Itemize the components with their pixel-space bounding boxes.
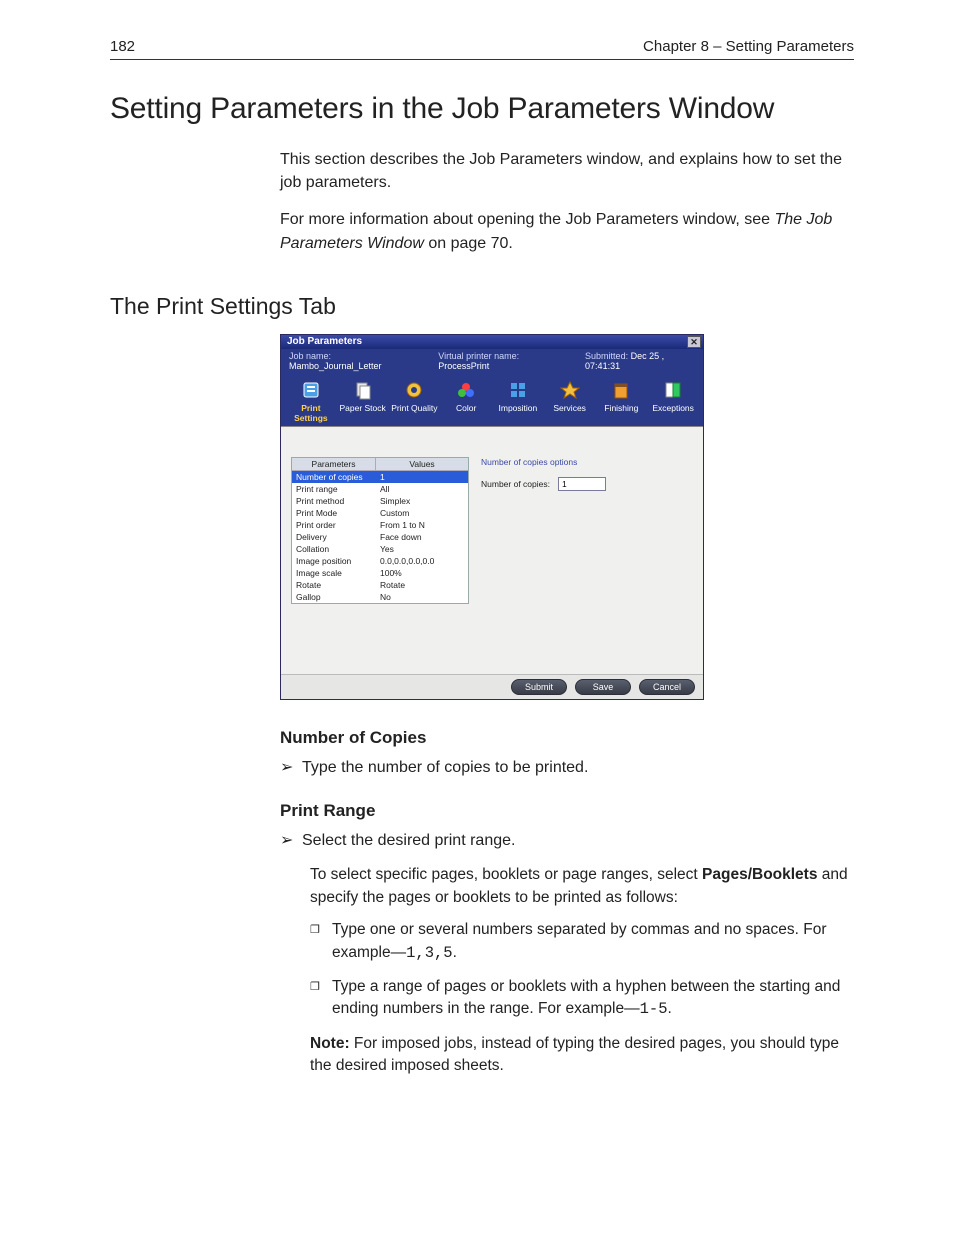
print-quality-icon <box>402 379 426 401</box>
tab-services[interactable]: Services <box>544 377 596 426</box>
window-title: Job Parameters <box>287 336 362 347</box>
tab-paper-stock[interactable]: Paper Stock <box>337 377 389 426</box>
tab-print-settings[interactable]: Print Settings <box>285 377 337 426</box>
param-value: 100% <box>376 567 468 579</box>
param-value: Yes <box>376 543 468 555</box>
table-row[interactable]: Print methodSimplex <box>292 495 468 507</box>
submitted-label: Submitted: <box>585 351 628 361</box>
table-row[interactable]: Print ModeCustom <box>292 507 468 519</box>
page-number: 182 <box>110 38 135 55</box>
chapter-label: Chapter 8 – Setting Parameters <box>643 38 854 55</box>
copies-field-label: Number of copies: <box>481 479 550 489</box>
arrow-bullet-icon: ➢ <box>280 829 302 852</box>
window-info-bar: Job name: Mambo_Journal_Letter Virtual p… <box>281 349 703 373</box>
options-header: Number of copies options <box>481 457 693 467</box>
table-row[interactable]: CollationYes <box>292 543 468 555</box>
intro-paragraph-2: For more information about opening the J… <box>280 208 854 254</box>
window-titlebar: Job Parameters ✕ <box>281 335 703 349</box>
save-button[interactable]: Save <box>575 679 631 695</box>
job-name-label: Job name: <box>289 351 331 361</box>
tab-label: Exceptions <box>647 403 699 413</box>
tab-label: Paper Stock <box>337 403 389 413</box>
lead-paragraph: To select specific pages, booklets or pa… <box>310 864 854 909</box>
param-value: Rotate <box>376 579 468 591</box>
running-header: 182 Chapter 8 – Setting Parameters <box>110 38 854 60</box>
tab-exceptions[interactable]: Exceptions <box>647 377 699 426</box>
job-parameters-window-screenshot: Job Parameters ✕ Job name: Mambo_Journal… <box>280 334 854 700</box>
square-bullet-icon: ❐ <box>310 976 332 1021</box>
finishing-icon <box>609 379 633 401</box>
tab-imposition[interactable]: Imposition <box>492 377 544 426</box>
param-value: From 1 to N <box>376 519 468 531</box>
step-item: ➢ Select the desired print range. <box>280 829 854 852</box>
color-icon <box>454 379 478 401</box>
tab-label: Color <box>440 403 492 413</box>
copies-input[interactable] <box>558 477 606 491</box>
step-item: ➢ Type the number of copies to be printe… <box>280 756 854 779</box>
arrow-bullet-icon: ➢ <box>280 756 302 779</box>
subheading-print-range: Print Range <box>280 801 854 821</box>
param-value: Simplex <box>376 495 468 507</box>
param-value: 0.0,0.0,0.0,0.0 <box>376 555 468 567</box>
param-value: All <box>376 483 468 495</box>
parameters-table: Parameters Values Number of copies1Print… <box>291 457 469 604</box>
note-paragraph: Note: For imposed jobs, instead of typin… <box>310 1033 854 1078</box>
job-name-value: Mambo_Journal_Letter <box>289 361 382 371</box>
param-value: Custom <box>376 507 468 519</box>
section-heading: The Print Settings Tab <box>110 293 854 320</box>
virtual-printer-value: ProcessPrint <box>438 361 489 371</box>
virtual-printer-label: Virtual printer name: <box>438 351 519 361</box>
tab-print-quality[interactable]: Print Quality <box>389 377 441 426</box>
list-item: ❐ Type a range of pages or booklets with… <box>310 976 854 1021</box>
param-name: Print method <box>292 495 376 507</box>
tab-label: Finishing <box>596 403 648 413</box>
submit-button[interactable]: Submit <box>511 679 567 695</box>
paper-stock-icon <box>351 379 375 401</box>
param-name: Image position <box>292 555 376 567</box>
tab-label: Print Settings <box>285 403 337 423</box>
param-value: 1 <box>376 471 468 483</box>
close-icon[interactable]: ✕ <box>687 336 701 348</box>
tab-label: Imposition <box>492 403 544 413</box>
param-value: Face down <box>376 531 468 543</box>
table-row[interactable]: Image position0.0,0.0,0.0,0.0 <box>292 555 468 567</box>
subheading-number-of-copies: Number of Copies <box>280 728 854 748</box>
table-row[interactable]: Print orderFrom 1 to N <box>292 519 468 531</box>
param-name: Collation <box>292 543 376 555</box>
panel-print-settings: Parameters Values Number of copies1Print… <box>281 426 703 674</box>
exceptions-icon <box>661 379 685 401</box>
table-header-parameters: Parameters <box>292 458 376 470</box>
param-name: Rotate <box>292 579 376 591</box>
table-header-values: Values <box>376 458 468 470</box>
tab-color[interactable]: Color <box>440 377 492 426</box>
page-title: Setting Parameters in the Job Parameters… <box>110 92 854 126</box>
param-value: No <box>376 591 468 603</box>
print-settings-icon <box>299 379 323 401</box>
table-row[interactable]: Number of copies1 <box>292 471 468 483</box>
services-icon <box>558 379 582 401</box>
table-row[interactable]: RotateRotate <box>292 579 468 591</box>
list-item: ❐ Type one or several numbers separated … <box>310 919 854 964</box>
param-name: Print range <box>292 483 376 495</box>
table-row[interactable]: GallopNo <box>292 591 468 603</box>
param-name: Number of copies <box>292 471 376 483</box>
button-row: Submit Save Cancel <box>281 674 703 699</box>
tab-finishing[interactable]: Finishing <box>596 377 648 426</box>
table-row[interactable]: Print rangeAll <box>292 483 468 495</box>
options-pane: Number of copies options Number of copie… <box>481 457 693 491</box>
table-row[interactable]: Image scale100% <box>292 567 468 579</box>
imposition-icon <box>506 379 530 401</box>
tab-label: Print Quality <box>389 403 441 413</box>
cancel-button[interactable]: Cancel <box>639 679 695 695</box>
table-row[interactable]: DeliveryFace down <box>292 531 468 543</box>
tab-label: Services <box>544 403 596 413</box>
param-name: Gallop <box>292 591 376 603</box>
param-name: Delivery <box>292 531 376 543</box>
param-name: Print Mode <box>292 507 376 519</box>
param-name: Image scale <box>292 567 376 579</box>
param-name: Print order <box>292 519 376 531</box>
intro-paragraph-1: This section describes the Job Parameter… <box>280 148 854 194</box>
square-bullet-icon: ❐ <box>310 919 332 964</box>
tab-bar: Print SettingsPaper StockPrint QualityCo… <box>281 373 703 426</box>
